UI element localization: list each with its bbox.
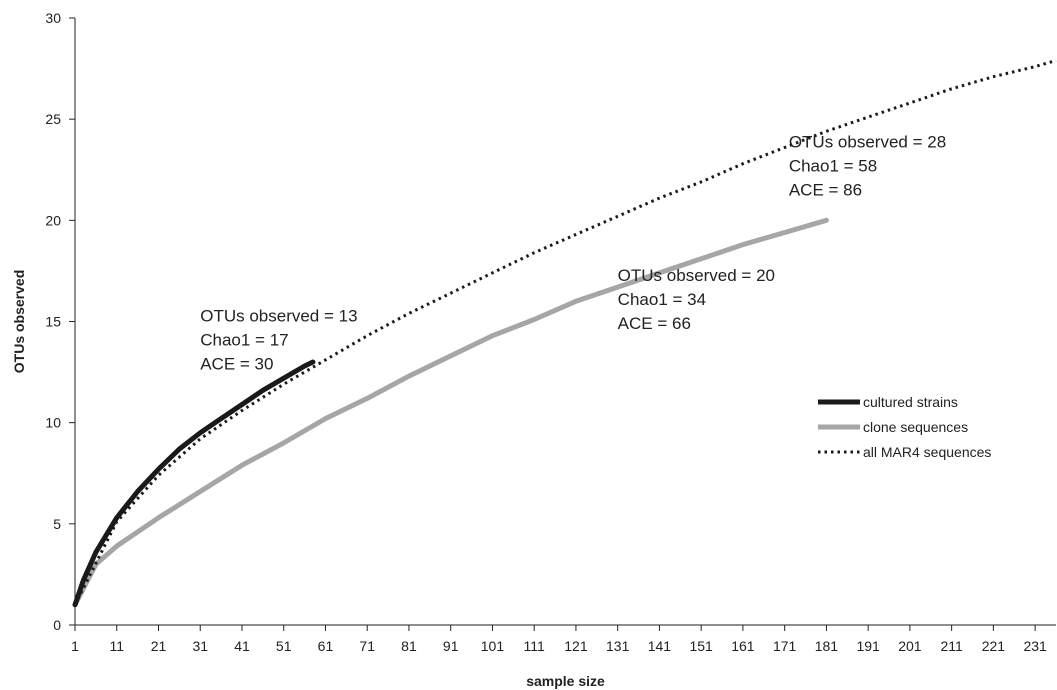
y-tick-label: 15 [45, 314, 61, 330]
x-tick-label: 31 [192, 638, 208, 654]
x-tick-label: 41 [234, 638, 250, 654]
series-layer [72, 59, 1057, 608]
x-tick-label: 91 [443, 638, 459, 654]
legend: cultured strains clone sequences all MAR4 … [818, 394, 991, 460]
y-tick-label: 25 [45, 111, 61, 127]
x-tick-label: 11 [109, 638, 124, 654]
y-ticks: 0 5 10 15 20 25 30 [45, 10, 75, 633]
x-tick-label: 51 [276, 638, 292, 654]
annotation-2-line: Chao1 = 34 [618, 290, 706, 309]
annotation-3-line: Chao1 = 58 [789, 156, 877, 175]
annotation-1-line: OTUs observed = 13 [200, 307, 357, 326]
x-tick-label: 221 [982, 638, 1006, 654]
x-tick-label: 161 [731, 638, 755, 654]
x-tick-label: 201 [898, 638, 922, 654]
annotation-3-line: ACE = 86 [789, 180, 862, 199]
x-tick-label: 181 [815, 638, 839, 654]
series-line-clone-sequences [72, 217, 829, 608]
annotation-2-line: OTUs observed = 20 [618, 266, 775, 285]
x-tick-label: 121 [564, 638, 588, 654]
x-tick-label: 151 [689, 638, 713, 654]
x-tick-label: 71 [359, 638, 375, 654]
annotation-1-line: Chao1 = 17 [200, 331, 288, 350]
legend-label: clone sequences [863, 419, 968, 435]
x-tick-label: 81 [401, 638, 417, 654]
x-tick-label: 111 [524, 638, 545, 654]
y-tick-label: 0 [53, 617, 61, 633]
annotation-2-line: ACE = 66 [618, 314, 691, 333]
series-line-cultured-strains [72, 359, 316, 608]
y-tick-label: 30 [45, 10, 61, 26]
x-tick-label: 101 [481, 638, 505, 654]
series-line-all-mar4-sequences [73, 59, 1057, 606]
x-axis-title: sample size [526, 673, 605, 689]
x-tick-label: 61 [318, 638, 334, 654]
annotation-3-line: OTUs observed = 28 [789, 132, 946, 151]
x-tick-label: 231 [1023, 638, 1047, 654]
legend-label: cultured strains [863, 394, 958, 410]
x-tick-label: 211 [940, 638, 963, 654]
x-tick-label: 191 [856, 638, 880, 654]
y-tick-label: 5 [53, 516, 61, 532]
y-tick-label: 10 [45, 415, 61, 431]
x-ticks: 1 11 21 31 41 51 61 71 81 91 101 111 121 131 141 151 161… [71, 625, 1047, 654]
x-tick-label: 1 [71, 638, 79, 654]
annotation-1-line: ACE = 30 [200, 355, 273, 374]
x-tick-label: 171 [773, 638, 797, 654]
annotations: OTUs observed = 13 Chao1 = 17 ACE = 30 OTUs… [200, 132, 946, 373]
legend-label: all MAR4 sequences [863, 444, 991, 460]
x-tick-label: 141 [648, 638, 672, 654]
y-tick-label: 20 [45, 212, 61, 228]
x-tick-label: 21 [151, 638, 167, 654]
x-tick-label: 131 [606, 638, 630, 654]
y-axis-title: OTUs observed [11, 270, 27, 373]
